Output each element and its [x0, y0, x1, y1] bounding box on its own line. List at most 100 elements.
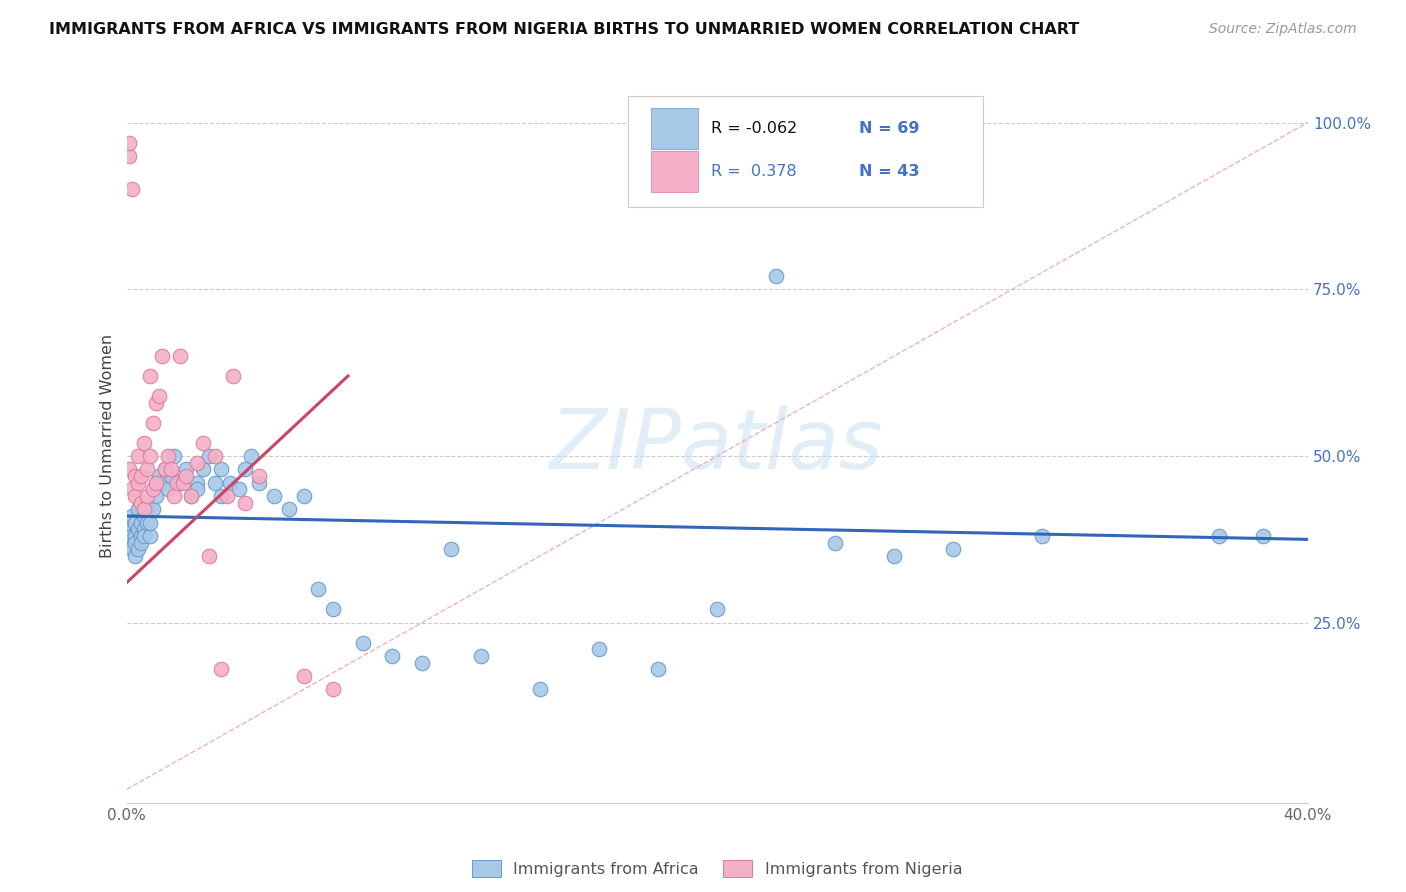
- Point: [411, 656, 433, 670]
- Point: [765, 268, 787, 283]
- Point: [145, 475, 167, 490]
- Point: [352, 636, 374, 650]
- Point: [186, 456, 208, 470]
- Point: [129, 529, 153, 543]
- Point: [134, 522, 156, 536]
- Point: [647, 662, 669, 676]
- Point: [172, 475, 194, 490]
- Point: [163, 449, 186, 463]
- Point: [142, 483, 165, 497]
- Point: [163, 489, 186, 503]
- Point: [153, 462, 176, 476]
- Point: [129, 496, 153, 510]
- Point: [124, 549, 146, 563]
- Point: [263, 489, 285, 503]
- Legend: Immigrants from Africa, Immigrants from Nigeria: Immigrants from Africa, Immigrants from …: [472, 860, 962, 877]
- Point: [124, 469, 146, 483]
- Point: [1031, 529, 1053, 543]
- Point: [166, 475, 188, 490]
- Text: R =  0.378: R = 0.378: [711, 164, 797, 178]
- Point: [136, 516, 159, 530]
- Point: [204, 475, 226, 490]
- Point: [127, 475, 149, 490]
- Point: [121, 529, 143, 543]
- Point: [186, 483, 208, 497]
- Point: [121, 509, 143, 524]
- Point: [150, 349, 173, 363]
- Point: [307, 582, 329, 597]
- Point: [142, 416, 165, 430]
- Text: N = 69: N = 69: [859, 121, 920, 136]
- Point: [118, 529, 141, 543]
- FancyBboxPatch shape: [628, 96, 983, 207]
- Point: [129, 535, 153, 549]
- Point: [381, 649, 404, 664]
- Point: [588, 642, 610, 657]
- Point: [136, 489, 159, 503]
- Point: [142, 502, 165, 516]
- Text: Source: ZipAtlas.com: Source: ZipAtlas.com: [1209, 22, 1357, 37]
- Point: [134, 529, 156, 543]
- Point: [706, 602, 728, 616]
- Point: [204, 449, 226, 463]
- Point: [129, 516, 153, 530]
- Point: [169, 349, 191, 363]
- Point: [169, 475, 191, 490]
- Point: [148, 389, 170, 403]
- Point: [124, 516, 146, 530]
- Text: IMMIGRANTS FROM AFRICA VS IMMIGRANTS FROM NIGERIA BIRTHS TO UNMARRIED WOMEN CORR: IMMIGRANTS FROM AFRICA VS IMMIGRANTS FRO…: [49, 22, 1080, 37]
- Point: [247, 475, 270, 490]
- Point: [118, 462, 141, 476]
- Point: [159, 469, 183, 483]
- Point: [215, 489, 238, 503]
- Point: [139, 368, 162, 383]
- Point: [193, 462, 215, 476]
- Point: [193, 435, 215, 450]
- Point: [942, 542, 965, 557]
- Point: [118, 516, 141, 530]
- Point: [1208, 529, 1230, 543]
- Point: [470, 649, 492, 664]
- Point: [180, 489, 202, 503]
- Point: [233, 462, 256, 476]
- Point: [118, 149, 141, 163]
- Point: [219, 475, 242, 490]
- Point: [127, 449, 149, 463]
- Point: [127, 502, 149, 516]
- Point: [883, 549, 905, 563]
- Point: [440, 542, 463, 557]
- Point: [129, 469, 153, 483]
- Point: [127, 522, 149, 536]
- Point: [322, 682, 344, 697]
- Point: [156, 483, 179, 497]
- Point: [239, 449, 262, 463]
- Point: [121, 483, 143, 497]
- Point: [292, 669, 315, 683]
- Point: [134, 435, 156, 450]
- Point: [148, 469, 170, 483]
- Point: [278, 502, 301, 516]
- Point: [145, 395, 167, 409]
- Point: [174, 462, 197, 476]
- Point: [124, 529, 146, 543]
- Point: [118, 136, 141, 150]
- Point: [121, 542, 143, 557]
- Point: [139, 449, 162, 463]
- Point: [228, 483, 250, 497]
- Point: [150, 475, 173, 490]
- Point: [121, 522, 143, 536]
- Point: [156, 449, 179, 463]
- FancyBboxPatch shape: [651, 108, 699, 149]
- Point: [198, 549, 221, 563]
- Point: [134, 509, 156, 524]
- Point: [222, 368, 245, 383]
- Point: [159, 462, 183, 476]
- Point: [134, 502, 156, 516]
- Point: [180, 489, 202, 503]
- Point: [124, 535, 146, 549]
- Point: [139, 516, 162, 530]
- Text: N = 43: N = 43: [859, 164, 920, 178]
- Point: [233, 496, 256, 510]
- Y-axis label: Births to Unmarried Women: Births to Unmarried Women: [100, 334, 115, 558]
- Point: [198, 449, 221, 463]
